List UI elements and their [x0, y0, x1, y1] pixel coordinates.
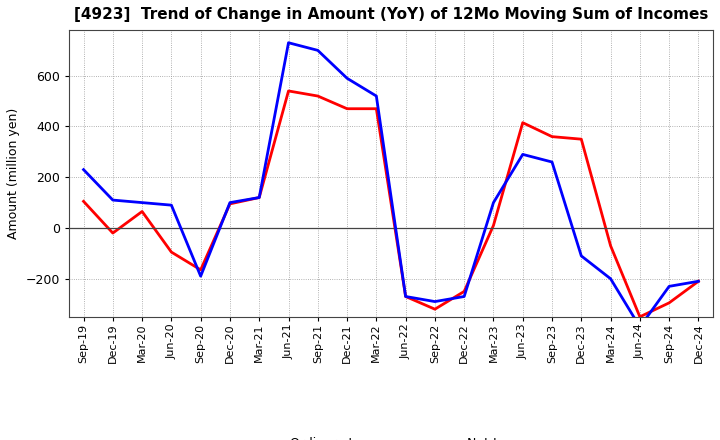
- Ordinary Income: [518, 152, 527, 157]
- Ordinary Income: [284, 40, 293, 45]
- Net Income: [489, 223, 498, 228]
- Net Income: [460, 289, 469, 294]
- Ordinary Income: [79, 167, 88, 172]
- Net Income: [401, 294, 410, 299]
- Line: Ordinary Income: Ordinary Income: [84, 43, 698, 327]
- Net Income: [606, 243, 615, 249]
- Net Income: [343, 106, 351, 111]
- Net Income: [372, 106, 381, 111]
- Ordinary Income: [225, 200, 234, 205]
- Ordinary Income: [401, 294, 410, 299]
- Title: [4923]  Trend of Change in Amount (YoY) of 12Mo Moving Sum of Incomes: [4923] Trend of Change in Amount (YoY) o…: [73, 7, 708, 22]
- Ordinary Income: [197, 274, 205, 279]
- Net Income: [109, 231, 117, 236]
- Ordinary Income: [548, 159, 557, 165]
- Net Income: [665, 300, 673, 305]
- Net Income: [167, 249, 176, 255]
- Net Income: [138, 209, 146, 214]
- Ordinary Income: [431, 299, 439, 304]
- Net Income: [79, 199, 88, 204]
- Net Income: [225, 201, 234, 206]
- Net Income: [284, 88, 293, 94]
- Net Income: [518, 120, 527, 125]
- Net Income: [431, 307, 439, 312]
- Net Income: [313, 93, 322, 99]
- Ordinary Income: [460, 294, 469, 299]
- Ordinary Income: [636, 324, 644, 330]
- Line: Net Income: Net Income: [84, 91, 698, 317]
- Legend: Ordinary Income, Net Income: Ordinary Income, Net Income: [238, 432, 544, 440]
- Ordinary Income: [665, 284, 673, 289]
- Net Income: [255, 195, 264, 200]
- Ordinary Income: [489, 200, 498, 205]
- Net Income: [548, 134, 557, 139]
- Net Income: [577, 136, 585, 142]
- Ordinary Income: [109, 198, 117, 203]
- Y-axis label: Amount (million yen): Amount (million yen): [7, 108, 20, 239]
- Net Income: [694, 279, 703, 284]
- Ordinary Income: [372, 93, 381, 99]
- Ordinary Income: [255, 195, 264, 200]
- Ordinary Income: [138, 200, 146, 205]
- Ordinary Income: [577, 253, 585, 259]
- Net Income: [197, 267, 205, 272]
- Ordinary Income: [694, 279, 703, 284]
- Net Income: [636, 314, 644, 319]
- Ordinary Income: [606, 276, 615, 281]
- Ordinary Income: [167, 202, 176, 208]
- Ordinary Income: [343, 76, 351, 81]
- Ordinary Income: [313, 48, 322, 53]
